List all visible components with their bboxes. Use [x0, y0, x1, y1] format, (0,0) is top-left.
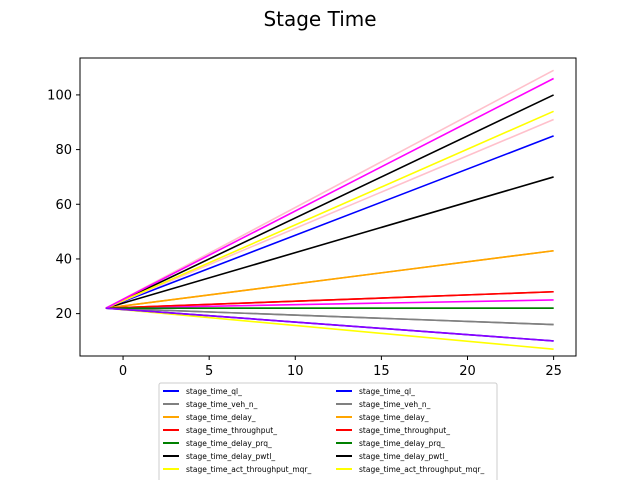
legend-box [158, 382, 498, 480]
legend: stage_time_ql_ stage_time_veh_n_ stage_tim… [158, 382, 498, 480]
y-axis: 20 40 60 80 100 [47, 88, 80, 322]
x-tick-label: 20 [459, 364, 476, 379]
series-line-8 [105, 118, 554, 309]
y-tick-label: 80 [55, 143, 72, 158]
x-tick-label: 10 [287, 364, 304, 379]
legend-label: stage_time_ql_ [186, 387, 242, 396]
chart-title: Stage Time [263, 7, 376, 31]
legend-label: stage_time_act_throughput_mqr_ [359, 465, 484, 474]
series-line-15 [105, 94, 554, 309]
plot-frame [79, 57, 577, 357]
series-line-7 [105, 307, 554, 350]
series-line-11 [105, 307, 554, 326]
legend-label: stage_time_delay_pwtl_ [186, 452, 275, 461]
series-line-17 [105, 69, 554, 309]
legend-label: stage_time_throughput_ [359, 426, 450, 435]
legend-label: stage_time_delay_pwtl_ [359, 452, 448, 461]
y-tick-label: 60 [55, 198, 72, 213]
x-tick-label: 25 [545, 364, 562, 379]
legend-label: stage_time_delay_prq_ [186, 439, 272, 448]
x-tick-label: 15 [373, 364, 390, 379]
series-line-19 [105, 307, 554, 342]
series-line-6 [105, 176, 554, 309]
legend-label: stage_time_act_throughput_mqr_ [186, 465, 311, 474]
legend-label: stage_time_delay_ [186, 413, 256, 422]
plot-lines [105, 69, 554, 350]
legend-label: stage_time_throughput_ [186, 426, 277, 435]
y-tick-label: 40 [55, 252, 72, 267]
legend-label: stage_time_veh_n_ [186, 400, 258, 409]
x-tick-label: 0 [119, 364, 127, 379]
series-line-9 [105, 299, 554, 309]
y-tick-label: 100 [47, 88, 72, 103]
series-line-12 [105, 249, 554, 309]
y-tick-label: 20 [55, 307, 72, 322]
x-tick-label: 5 [205, 364, 213, 379]
series-line-16 [105, 110, 554, 309]
series-line-13 [105, 290, 554, 309]
series-line-1 [105, 135, 554, 309]
series-line-18 [105, 77, 554, 309]
legend-label: stage_time_delay_ [359, 413, 429, 422]
legend-label: stage_time_ql_ [359, 387, 415, 396]
legend-label: stage_time_veh_n_ [359, 400, 431, 409]
legend-label: stage_time_delay_prq_ [359, 439, 445, 448]
x-axis: 0 5 10 15 20 25 [119, 356, 562, 379]
